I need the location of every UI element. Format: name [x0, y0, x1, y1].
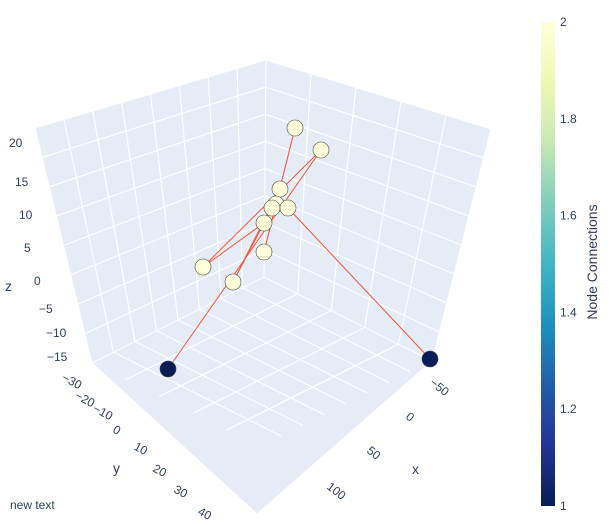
colorbar-title: Node Connections — [584, 204, 600, 319]
y-tick-label: 20 — [151, 461, 170, 480]
gridline — [49, 113, 477, 188]
x-tick-label: 50 — [364, 443, 383, 462]
gridline — [220, 297, 390, 384]
gridline — [177, 319, 347, 405]
z-tick-label: −5 — [39, 302, 53, 316]
gridline — [199, 308, 368, 394]
colorbar-tick-label: 1.4 — [560, 305, 577, 319]
gridline — [56, 140, 470, 217]
gridline — [63, 167, 462, 247]
z-tick-label: 10 — [19, 208, 33, 222]
z-axis-title: z — [5, 278, 12, 294]
node-marker — [224, 273, 242, 291]
node-marker — [255, 243, 273, 261]
colorbar — [541, 22, 555, 506]
gridline — [41, 86, 484, 159]
node-marker — [255, 214, 273, 232]
gridline — [125, 293, 298, 381]
edge-line — [202, 222, 265, 268]
z-tick-label: −10 — [46, 326, 67, 340]
gridline — [70, 194, 455, 276]
x-tick-label: 0 — [403, 409, 417, 424]
node-marker — [194, 258, 212, 276]
node-marker — [312, 141, 330, 159]
node-marker — [286, 119, 304, 137]
colorbar-tick-label: 2 — [560, 15, 567, 29]
node-marker — [271, 180, 289, 198]
y-axis-title: y — [113, 460, 120, 476]
gridline — [242, 287, 411, 373]
z-tick-label: −15 — [47, 350, 68, 364]
z-tick-label: 15 — [15, 175, 29, 189]
x-tick-label: −50 — [427, 375, 452, 399]
colorbar-tick-label: 1.2 — [560, 402, 577, 416]
z-tick-label: 20 — [9, 136, 23, 150]
node-marker — [159, 360, 177, 378]
edge-line — [202, 149, 322, 268]
edge-line — [287, 207, 431, 360]
node-marker — [279, 199, 297, 217]
colorbar-tick-label: 1.6 — [560, 209, 577, 223]
gridline — [113, 351, 282, 437]
z-tick-label: 0 — [34, 274, 41, 288]
colorbar-tick-label: 1.8 — [560, 112, 577, 126]
y-tick-label: −10 — [91, 401, 116, 423]
z-tick-label: 5 — [24, 241, 31, 255]
node-marker — [421, 350, 439, 368]
y-tick-label: 10 — [132, 439, 151, 458]
gridline — [134, 340, 304, 427]
y-tick-label: 0 — [111, 422, 124, 438]
node-marker — [263, 199, 281, 217]
y-tick-label: 30 — [172, 482, 191, 501]
colorbar-tick-label: 1 — [560, 499, 567, 513]
y-tick-label: 40 — [196, 504, 215, 523]
node-layer — [159, 119, 439, 378]
gridline — [192, 326, 366, 414]
gridline — [158, 310, 332, 398]
colorbar-ticks: 1 1.2 1.4 1.6 1.8 2 — [560, 15, 577, 513]
x-tick-label: 100 — [324, 479, 349, 503]
x-axis-title: x — [412, 461, 419, 477]
annotation-text[interactable]: new text — [10, 498, 55, 512]
plot-scene — [34, 59, 492, 515]
gridline — [226, 343, 399, 431]
